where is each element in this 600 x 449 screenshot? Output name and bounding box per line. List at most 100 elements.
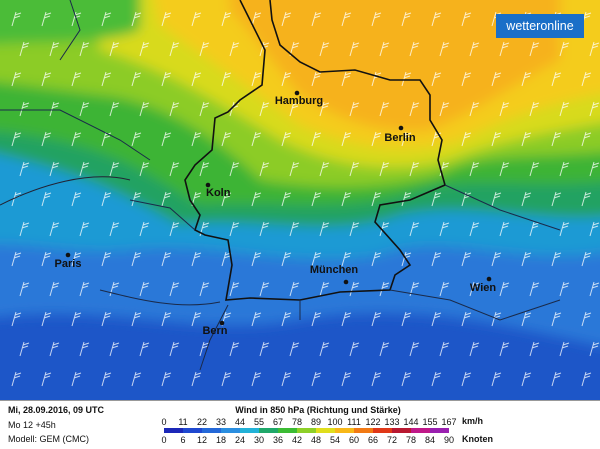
city-dot [205, 182, 211, 188]
wind-barb [401, 371, 412, 387]
kmh-tick: 67 [273, 417, 283, 427]
logo-text: wetteronline [505, 19, 573, 33]
wind-barb [281, 371, 292, 387]
wind-barb [461, 311, 472, 327]
wind-barb [71, 371, 82, 387]
legend-swatch [183, 428, 202, 433]
wind-barb [349, 221, 360, 237]
wind-barb [439, 161, 450, 177]
wind-barb [469, 281, 480, 297]
legend-swatch [297, 428, 316, 433]
wind-barb [281, 131, 292, 147]
wind-barb [311, 131, 322, 147]
wind-barb [371, 191, 382, 207]
wind-barb [49, 281, 60, 297]
wind-barb [199, 101, 210, 117]
wind-barb [349, 101, 360, 117]
wind-barb [289, 161, 300, 177]
wind-barb [41, 371, 52, 387]
wind-barb [71, 191, 82, 207]
wind-barb [341, 131, 352, 147]
run: Mo 12 +45h [8, 420, 56, 430]
wind-barb [169, 101, 180, 117]
wind-barb [281, 11, 292, 27]
wind-barb [11, 71, 22, 87]
wind-barb [49, 41, 60, 57]
wind-barb [11, 371, 22, 387]
kmh-tick: 44 [235, 417, 245, 427]
wind-barb [371, 371, 382, 387]
wind-barb [551, 371, 562, 387]
wind-barb [79, 221, 90, 237]
wind-barb [41, 311, 52, 327]
kmh-tick: 33 [216, 417, 226, 427]
wind-barb [289, 341, 300, 357]
wind-barb [431, 11, 442, 27]
wind-barbs [11, 11, 600, 387]
wind-barb [371, 11, 382, 27]
wind-barb [131, 131, 142, 147]
wind-barb [379, 41, 390, 57]
wind-barb [469, 41, 480, 57]
wind-barb [109, 341, 120, 357]
wind-barb [499, 161, 510, 177]
wind-barb [161, 191, 172, 207]
legend-swatch [202, 428, 221, 433]
knot-tick: 12 [197, 435, 207, 445]
wind-barb [79, 41, 90, 57]
wind-barb [349, 161, 360, 177]
wind-barb [559, 101, 570, 117]
wind-barb [491, 131, 502, 147]
knot-tick: 90 [444, 435, 454, 445]
wind-barb [191, 371, 202, 387]
wind-barb [19, 101, 30, 117]
wind-barb [319, 281, 330, 297]
wind-barb [101, 251, 112, 267]
kmh-tick: 22 [197, 417, 207, 427]
wind-barb [349, 341, 360, 357]
wind-barb [551, 311, 562, 327]
wind-barb [559, 341, 570, 357]
wind-barb [79, 161, 90, 177]
wind-barb [191, 11, 202, 27]
wind-barb [529, 281, 540, 297]
wind-barb [199, 281, 210, 297]
kmh-tick: 122 [365, 417, 380, 427]
knot-tick: 24 [235, 435, 245, 445]
wind-barb [379, 161, 390, 177]
wind-barb [589, 161, 600, 177]
wind-barb [319, 101, 330, 117]
wind-barb [139, 281, 150, 297]
wind-barb [251, 251, 262, 267]
wind-barb [469, 221, 480, 237]
wind-barb [11, 131, 22, 147]
wind-barb [41, 11, 52, 27]
city-dot [294, 90, 300, 96]
wind-barb [319, 221, 330, 237]
wind-barb [341, 11, 352, 27]
wind-barb [221, 11, 232, 27]
wind-barb [139, 41, 150, 57]
kmh-tick: 78 [292, 417, 302, 427]
wind-barb [139, 341, 150, 357]
cities: Hamburg Berlin Koln Paris München Wien Bern [55, 90, 496, 337]
city-dot [398, 125, 404, 131]
wind-barb [551, 251, 562, 267]
wind-barb [71, 131, 82, 147]
wind-barb [379, 101, 390, 117]
wind-barb [109, 281, 120, 297]
wind-barb [469, 341, 480, 357]
knot-tick: 54 [330, 435, 340, 445]
legend-swatch [411, 428, 430, 433]
wind-barb [49, 101, 60, 117]
wind-barb [439, 41, 450, 57]
wind-barb [49, 341, 60, 357]
wind-barb [439, 221, 450, 237]
wind-barb [431, 311, 442, 327]
legend-swatch [221, 428, 240, 433]
wind-barb [581, 311, 592, 327]
city-label: Wien [470, 282, 496, 294]
kmh-tick: 144 [403, 417, 418, 427]
wind-barb [559, 41, 570, 57]
